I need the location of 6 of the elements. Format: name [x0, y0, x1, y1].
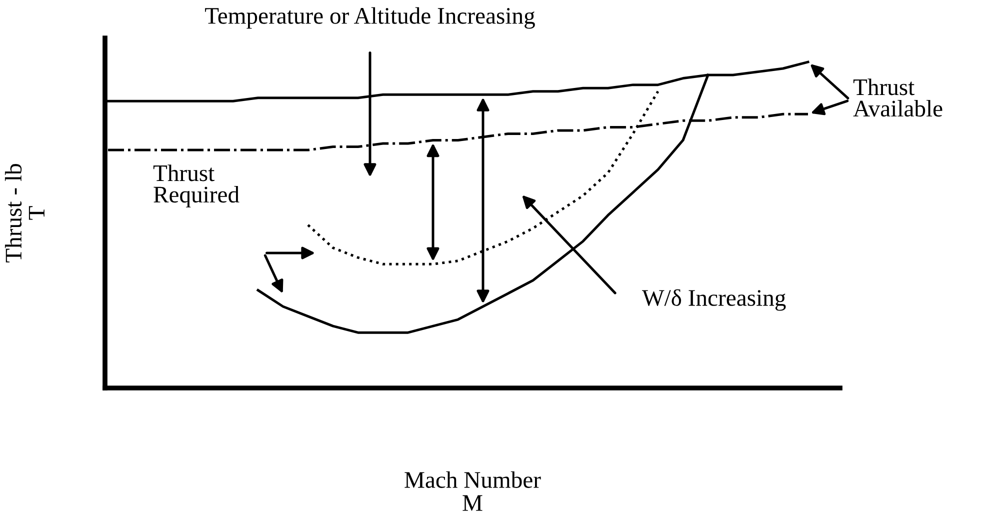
text: Temperature or Altitude Increasing	[205, 7, 535, 29]
y-axis-title: Thrust - lb T	[4, 164, 44, 262]
annotation: Thrust Required	[153, 164, 240, 208]
text: Thrust Available	[853, 78, 942, 117]
annotation: W/δ Increasing	[642, 289, 786, 311]
x-axis-title: Mach Number M	[404, 471, 541, 511]
